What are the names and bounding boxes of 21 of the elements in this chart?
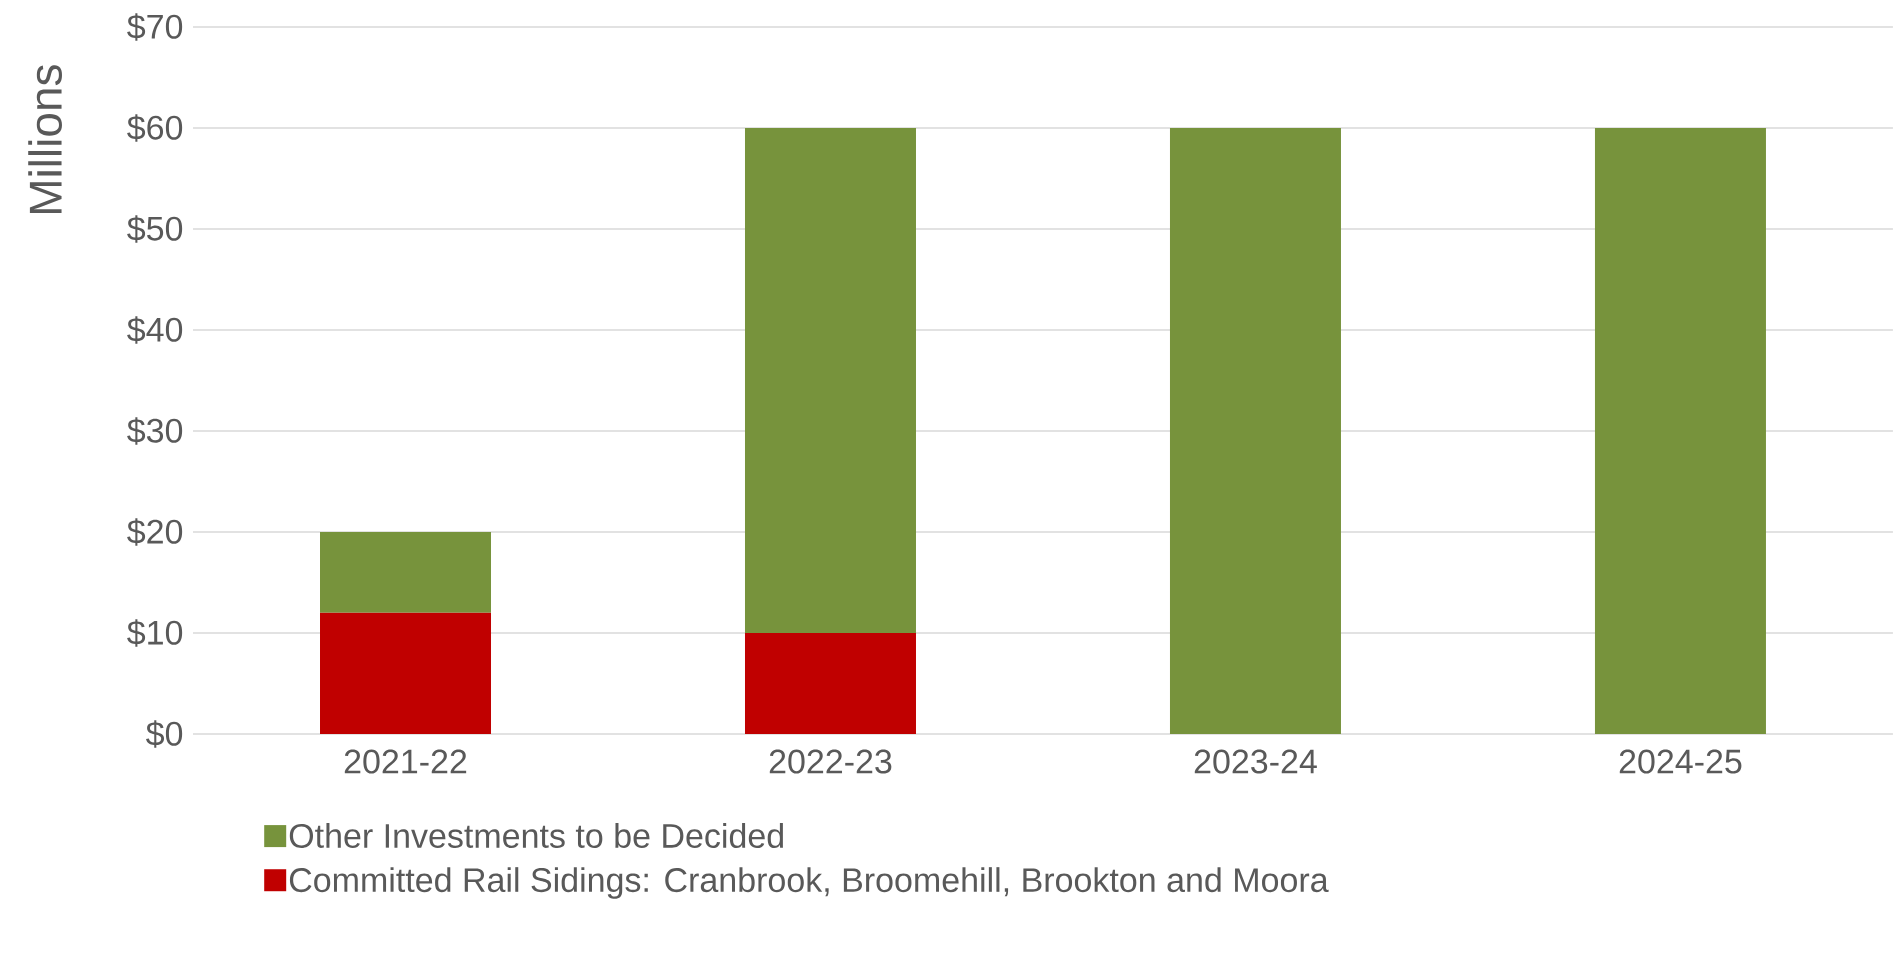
bar [320,531,491,613]
x-tick-label: 2024-25 [1619,749,1742,774]
y-tick-label: $30 [127,417,183,445]
bar [320,612,491,734]
y-axis-title: Millions [28,65,62,214]
legend-label: Other Investments to be Decided [289,823,783,848]
bar [744,632,916,734]
bar [744,127,916,633]
y-tick-label: $20 [127,518,183,546]
x-tick-label: 2021-22 [344,749,467,774]
y-tick-label: $0 [146,720,183,748]
legend-label: Committed Rail Sidings: Cranbrook, Broomehill, Brookton and Moora [289,867,1329,899]
x-tick-label: 2023-24 [1194,749,1317,774]
y-tick-label: $70 [127,13,183,41]
y-tick-label: $60 [127,114,183,142]
bar [1169,127,1341,734]
y-tick-label: $50 [127,215,183,243]
x-tick-label: 2022-23 [769,749,892,774]
bar [1594,127,1766,734]
y-tick-label: $40 [127,316,183,344]
y-tick-label: $10 [127,619,183,647]
